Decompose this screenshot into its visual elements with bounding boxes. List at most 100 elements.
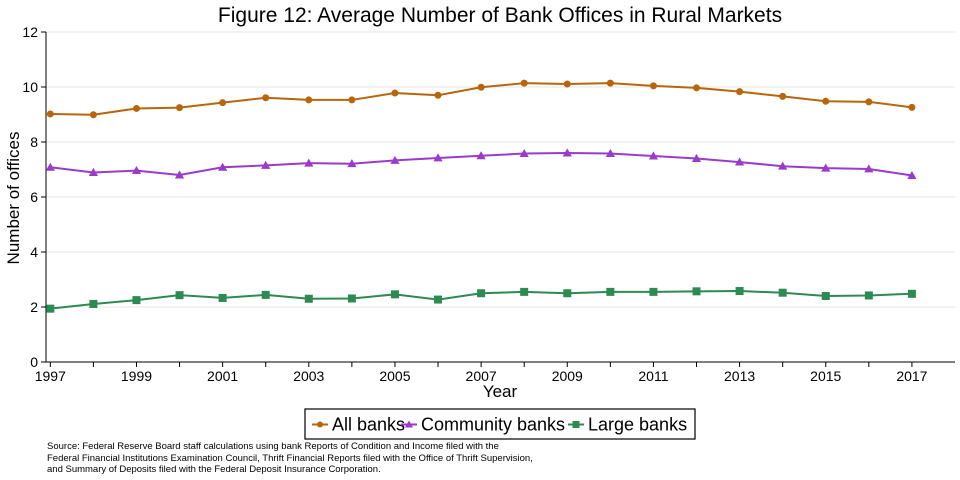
data-point bbox=[390, 290, 399, 299]
x-axis-label: Year bbox=[483, 382, 518, 401]
data-point bbox=[649, 287, 658, 296]
y-tick-label: 2 bbox=[30, 299, 38, 315]
legend-item: All banks bbox=[312, 415, 405, 435]
x-tick-label: 2015 bbox=[810, 368, 841, 384]
data-point bbox=[865, 98, 873, 106]
data-point bbox=[520, 79, 528, 87]
source-note: Source: Federal Reserve Board staff calc… bbox=[47, 441, 533, 475]
data-point bbox=[606, 79, 614, 87]
data-point bbox=[821, 163, 831, 172]
data-point bbox=[563, 80, 571, 88]
y-tick-label: 0 bbox=[30, 354, 38, 370]
x-tick-label: 1999 bbox=[121, 368, 152, 384]
series-community-banks bbox=[45, 148, 917, 179]
data-point bbox=[520, 287, 529, 296]
data-point bbox=[348, 96, 356, 104]
data-point bbox=[734, 157, 745, 166]
x-tick-label: 2005 bbox=[379, 368, 410, 384]
data-point bbox=[304, 294, 313, 303]
data-point bbox=[132, 104, 140, 112]
data-point bbox=[779, 92, 787, 100]
data-point bbox=[691, 153, 702, 162]
data-point bbox=[572, 421, 580, 428]
data-point bbox=[88, 167, 98, 176]
data-point bbox=[261, 160, 271, 169]
data-point bbox=[434, 91, 442, 99]
data-point bbox=[89, 111, 97, 119]
y-axis-label: Number of offices bbox=[4, 132, 23, 265]
data-point bbox=[175, 291, 184, 300]
data-point bbox=[476, 151, 486, 160]
data-point bbox=[218, 293, 227, 302]
y-tick-label: 8 bbox=[30, 134, 38, 150]
x-tick-label: 2007 bbox=[466, 368, 497, 384]
data-point bbox=[605, 148, 615, 157]
data-point bbox=[693, 84, 701, 92]
y-tick-label: 4 bbox=[30, 244, 38, 260]
data-point bbox=[907, 170, 917, 179]
data-point bbox=[864, 291, 873, 300]
data-point bbox=[908, 103, 916, 111]
data-point bbox=[46, 304, 55, 313]
data-point bbox=[907, 289, 916, 298]
x-tick-label: 2001 bbox=[207, 368, 238, 384]
data-point bbox=[822, 97, 830, 105]
data-point bbox=[262, 94, 270, 102]
data-point bbox=[477, 289, 486, 298]
data-point bbox=[562, 148, 572, 157]
legend-label: All banks bbox=[332, 415, 405, 435]
x-tick-label: 2009 bbox=[552, 368, 583, 384]
data-point bbox=[649, 82, 657, 90]
data-point bbox=[648, 151, 659, 160]
data-point bbox=[176, 104, 184, 112]
data-point bbox=[218, 162, 228, 171]
data-point bbox=[219, 99, 227, 107]
series-large-banks bbox=[46, 287, 916, 313]
x-tick-label: 1997 bbox=[35, 368, 66, 384]
data-point bbox=[45, 162, 55, 171]
data-point bbox=[89, 299, 98, 308]
legend: All banks Community banks Large banks bbox=[304, 408, 696, 440]
data-point bbox=[305, 96, 313, 104]
gridlines bbox=[46, 31, 955, 308]
data-point bbox=[778, 288, 787, 297]
series-all-banks bbox=[46, 79, 916, 119]
x-tick-label: 2017 bbox=[896, 368, 927, 384]
data-point bbox=[434, 295, 443, 304]
data-point bbox=[519, 148, 529, 157]
data-point bbox=[391, 89, 399, 97]
data-point bbox=[864, 164, 874, 173]
data-point bbox=[304, 158, 314, 167]
chart-title: Figure 12: Average Number of Bank Office… bbox=[218, 4, 782, 27]
legend-box bbox=[304, 408, 696, 440]
data-point bbox=[132, 296, 141, 305]
x-tick-label: 2013 bbox=[724, 368, 755, 384]
x-tick-label: 2003 bbox=[293, 368, 324, 384]
data-point bbox=[433, 153, 443, 162]
y-tick-label: 10 bbox=[22, 79, 38, 95]
legend-label: Community banks bbox=[421, 415, 565, 435]
data-point bbox=[404, 420, 414, 428]
data-point bbox=[46, 110, 54, 118]
series-group bbox=[45, 79, 917, 313]
axes: 0 2 4 6 8 10 12 1997 1999 2001 2003 2005 2007 2009 201… bbox=[22, 24, 955, 384]
data-point bbox=[563, 289, 572, 298]
data-point bbox=[692, 287, 701, 296]
data-point bbox=[261, 290, 270, 299]
y-tick-label: 12 bbox=[22, 24, 38, 40]
data-point bbox=[390, 155, 400, 164]
data-point bbox=[317, 421, 323, 428]
data-point bbox=[347, 159, 357, 168]
legend-item: Large banks bbox=[568, 415, 687, 435]
legend-label: Large banks bbox=[588, 415, 687, 435]
y-tick-label: 6 bbox=[30, 189, 38, 205]
data-point bbox=[735, 287, 744, 296]
data-point bbox=[347, 294, 356, 303]
data-point bbox=[778, 161, 788, 170]
legend-item: Community banks bbox=[401, 415, 565, 435]
x-tick-label: 2011 bbox=[638, 368, 668, 384]
data-point bbox=[736, 88, 744, 96]
data-point bbox=[174, 170, 185, 179]
data-point bbox=[821, 292, 830, 300]
